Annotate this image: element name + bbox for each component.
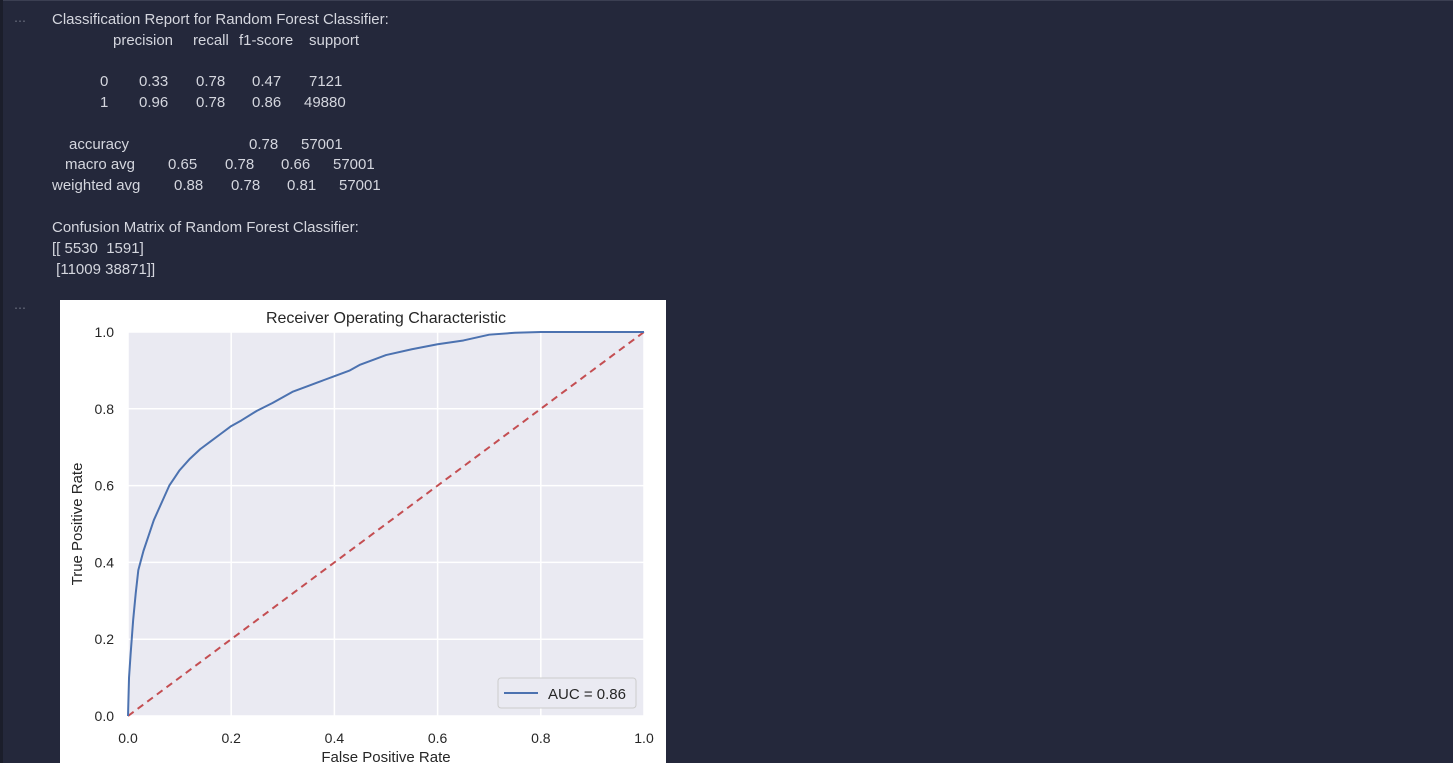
weighted-avg-recall: 0.78 bbox=[231, 177, 261, 194]
row-label: 0 bbox=[100, 73, 109, 90]
macro-avg-label: macro avg bbox=[65, 156, 136, 173]
y-axis-label: True Positive Rate bbox=[69, 463, 86, 586]
accuracy-label: accuracy bbox=[69, 136, 130, 153]
weighted-avg-f1: 0.81 bbox=[287, 177, 317, 194]
y-tick-label: 0.0 bbox=[95, 708, 115, 724]
x-tick-label: 0.8 bbox=[531, 730, 551, 746]
row-f1: 0.47 bbox=[252, 73, 282, 90]
row-recall: 0.78 bbox=[196, 73, 226, 90]
cell-output-menu-icon[interactable]: … bbox=[14, 11, 27, 25]
weighted-avg-precision: 0.88 bbox=[174, 177, 204, 194]
confusion-matrix-title: Confusion Matrix of Random Forest Classi… bbox=[52, 219, 359, 236]
confusion-matrix-row-1: [[ 5530 1591] bbox=[52, 240, 144, 257]
header-support: support bbox=[309, 32, 360, 49]
header-precision: precision bbox=[113, 32, 174, 49]
accuracy-f1: 0.78 bbox=[249, 136, 279, 153]
row-precision: 0.96 bbox=[139, 94, 169, 111]
x-tick-label: 0.6 bbox=[428, 730, 448, 746]
row-recall: 0.78 bbox=[196, 94, 226, 111]
row-precision: 0.33 bbox=[139, 73, 169, 90]
chart-title: Receiver Operating Characteristic bbox=[266, 310, 506, 327]
cell-left-border bbox=[0, 0, 3, 763]
roc-curve-line bbox=[127, 331, 644, 717]
weighted-avg-label: weighted avg bbox=[52, 177, 141, 194]
macro-avg-f1: 0.66 bbox=[281, 156, 311, 173]
legend-box bbox=[497, 677, 637, 709]
macro-avg-precision: 0.65 bbox=[168, 156, 198, 173]
row-support: 7121 bbox=[309, 73, 343, 90]
header-f1-score: f1-score bbox=[239, 32, 294, 49]
x-tick-label: 0.0 bbox=[118, 730, 138, 746]
x-axis-label: False Positive Rate bbox=[321, 749, 450, 763]
row-f1: 0.86 bbox=[252, 94, 282, 111]
x-tick-label: 0.4 bbox=[325, 730, 345, 746]
legend: AUC = 0.86 bbox=[497, 677, 637, 709]
y-tick-label: 0.2 bbox=[95, 631, 115, 647]
report-title: Classification Report for Random Forest … bbox=[52, 11, 389, 28]
cell-top-border bbox=[0, 0, 1453, 1]
roc-curve-image: 0.0 0.2 0.4 0.6 0.8 1.0 0.0 0.2 0.4 0.6 0.8 1.0 Re… bbox=[60, 300, 666, 763]
macro-avg-recall: 0.78 bbox=[225, 156, 255, 173]
row-support: 49880 bbox=[304, 94, 346, 111]
y-tick-label: 0.8 bbox=[95, 401, 115, 417]
weighted-avg-support: 57001 bbox=[339, 177, 381, 194]
confusion-matrix-row-2: [11009 38871]] bbox=[52, 261, 156, 278]
plot-area bbox=[128, 332, 644, 716]
y-tick-label: 0.4 bbox=[95, 554, 115, 570]
accuracy-support: 57001 bbox=[301, 136, 343, 153]
y-tick-label: 0.6 bbox=[95, 478, 115, 494]
roc-chart: 0.0 0.2 0.4 0.6 0.8 1.0 0.0 0.2 0.4 0.6 0.8 1.0 Re… bbox=[69, 310, 654, 763]
macro-avg-support: 57001 bbox=[333, 156, 375, 173]
legend-label: AUC = 0.86 bbox=[548, 686, 626, 703]
header-recall: recall bbox=[193, 32, 229, 49]
y-tick-label: 1.0 bbox=[95, 324, 115, 340]
row-label: 1 bbox=[100, 94, 109, 111]
x-tick-label: 1.0 bbox=[634, 730, 654, 746]
x-tick-label: 0.2 bbox=[221, 730, 241, 746]
cell-output-menu-icon[interactable]: … bbox=[14, 298, 27, 312]
